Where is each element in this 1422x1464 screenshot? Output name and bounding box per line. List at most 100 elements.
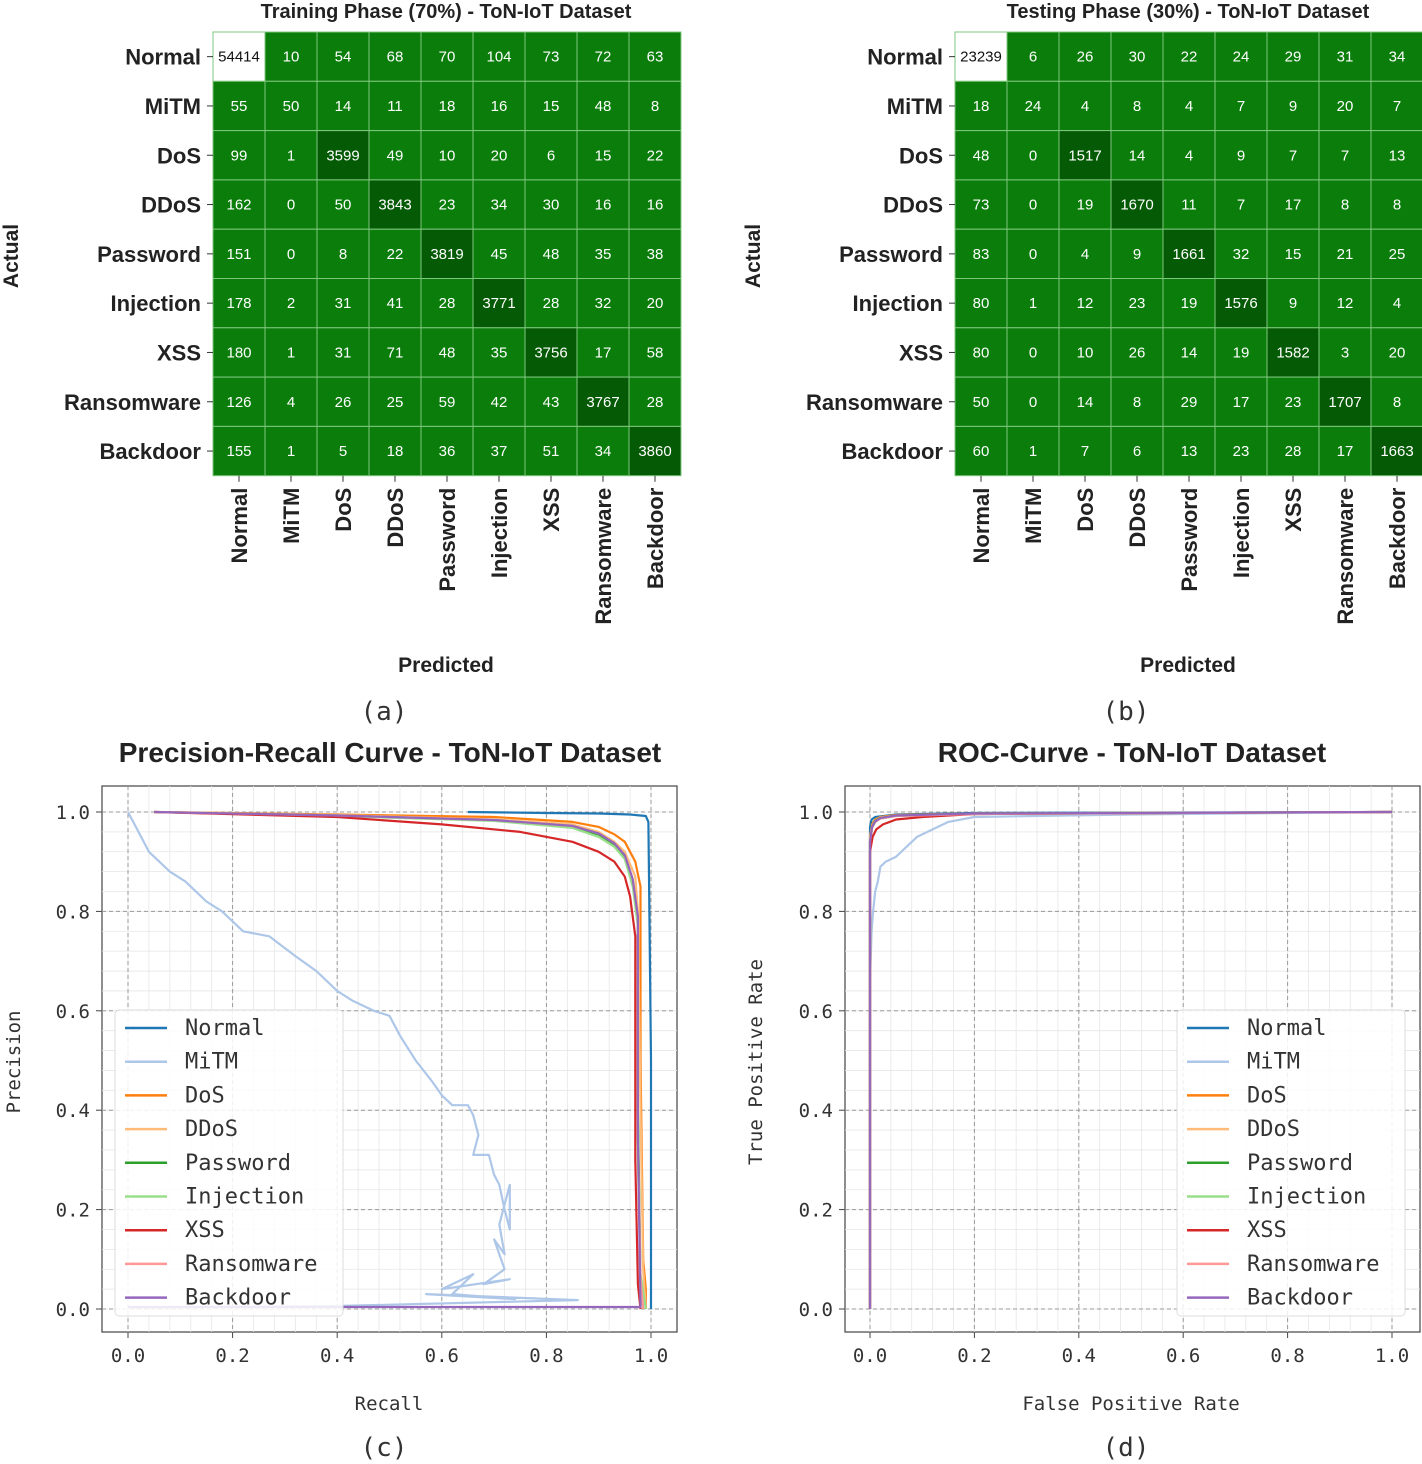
cell-value: 28	[543, 295, 560, 312]
cell-value: 32	[1233, 246, 1250, 263]
row-label-backdoor: Backdoor	[842, 439, 944, 464]
cell-ddos-ddos	[368, 179, 422, 230]
cell-value: 3	[1341, 344, 1349, 361]
pr-xlabel: Recall	[355, 1393, 424, 1415]
cell-value: 16	[647, 197, 664, 214]
cell-backdoor-injection	[472, 425, 526, 477]
cell-value: 1517	[1068, 147, 1101, 164]
cell-value: 5	[339, 443, 347, 460]
cell-value: 11	[387, 98, 403, 115]
column-label-backdoor: Backdoor	[643, 487, 668, 589]
cell-value: 31	[335, 344, 352, 361]
column-label-password: Password	[435, 488, 460, 592]
legend-label-backdoor: Backdoor	[185, 1286, 291, 1311]
cell-value: 83	[973, 246, 990, 263]
cell-dos-password	[420, 130, 474, 181]
testing-confusion-matrix: Testing Phase (30%) - ToN-IoT Dataset 23…	[742, 1, 1422, 727]
cell-value: 28	[1285, 443, 1302, 460]
cell-mitm-backdoor	[1370, 80, 1422, 132]
column-label-password: Password	[1177, 488, 1202, 592]
cell-value: 22	[647, 147, 664, 164]
cell-value: 8	[1341, 197, 1349, 214]
precision-recall-chart: Precision-Recall Curve - ToN-IoT Dataset…	[3, 737, 678, 1463]
cell-password-xss	[524, 228, 578, 279]
row-label-password: Password	[839, 242, 943, 267]
pr-title: Precision-Recall Curve - ToN-IoT Dataset	[119, 737, 662, 768]
cell-backdoor-normal	[212, 425, 266, 477]
cell-value: 26	[1077, 49, 1094, 66]
cell-value: 30	[1129, 49, 1146, 66]
x-tick-label: 0.8	[1270, 1345, 1304, 1367]
roc-panel-label: (d)	[1103, 1433, 1150, 1463]
cell-ddos-mitm	[264, 179, 318, 230]
x-tick-label: 1.0	[1375, 1345, 1409, 1367]
cell-value: 11	[1181, 197, 1197, 214]
column-label-ransomware: Ransomware	[591, 488, 616, 625]
cell-value: 7	[1341, 147, 1349, 164]
row-label-ddos: DDoS	[883, 193, 943, 218]
cell-injection-dos	[316, 278, 370, 329]
cell-value: 71	[387, 344, 404, 361]
cell-value: 1670	[1120, 197, 1153, 214]
cell-value: 1582	[1276, 344, 1309, 361]
series-line-normal	[467, 810, 653, 1309]
cell-value: 17	[595, 344, 612, 361]
legend-box	[114, 1009, 344, 1317]
cell-value: 14	[1077, 394, 1094, 411]
cell-value: 9	[1133, 246, 1141, 263]
cell-backdoor-dos	[316, 425, 370, 477]
cell-ddos-backdoor	[628, 179, 682, 230]
cell-password-normal	[212, 228, 266, 279]
column-label-dos: DoS	[1073, 488, 1098, 532]
cell-value: 16	[491, 98, 508, 115]
cell-value: 9	[1237, 147, 1245, 164]
cell-value: 162	[226, 197, 251, 214]
cell-value: 13	[1389, 147, 1406, 164]
cell-mitm-ransomware	[1318, 80, 1372, 132]
legend-label-ransomware: Ransomware	[1247, 1252, 1379, 1277]
cell-value: 10	[439, 147, 456, 164]
cell-value: 17	[1337, 443, 1354, 460]
cell-mitm-xss	[1266, 80, 1320, 132]
cell-value: 48	[595, 98, 612, 115]
roc-plot-area: 0.0 0.2 0.4 0.6 0.8 1.0 0.0 0.2 0.4 0.6 0.8 1.0 Norm…	[799, 785, 1421, 1367]
cell-xss-injection	[1214, 327, 1268, 378]
legend-label-password: Password	[1247, 1151, 1353, 1176]
cell-mitm-mitm	[1006, 80, 1060, 132]
cell-value: 18	[387, 443, 404, 460]
cell-backdoor-injection	[1214, 425, 1268, 477]
cell-value: 28	[439, 295, 456, 312]
cell-value: 80	[973, 295, 990, 312]
cell-ddos-ransomware	[1318, 179, 1372, 230]
cell-value: 17	[1233, 394, 1250, 411]
legend-label-dos: DoS	[1247, 1083, 1287, 1108]
legend-label-xss: XSS	[1247, 1218, 1287, 1243]
cell-value: 4	[1081, 98, 1089, 115]
cell-value: 4	[1185, 98, 1193, 115]
cm-b-row-labels: Normal MiTM DoS DDoS Password Injection XSS Ran…	[806, 45, 955, 464]
cell-value: 31	[1337, 49, 1354, 66]
cm-b-title: Testing Phase (30%) - ToN-IoT Dataset	[1007, 1, 1370, 23]
cell-password-password	[1162, 228, 1216, 279]
cell-value: 15	[543, 98, 560, 115]
cell-value: 54	[335, 49, 352, 66]
training-confusion-matrix: Training Phase (70%) - ToN-IoT Dataset 5…	[0, 1, 682, 727]
cell-ransomware-xss	[1266, 376, 1320, 427]
cell-value: 3860	[638, 443, 671, 460]
cell-value: 0	[1029, 147, 1037, 164]
cm-a-title: Training Phase (70%) - ToN-IoT Dataset	[261, 1, 632, 23]
cell-value: 0	[1029, 394, 1037, 411]
cell-value: 68	[387, 49, 404, 66]
cell-value: 48	[973, 147, 990, 164]
cell-backdoor-backdoor	[628, 425, 682, 477]
cell-value: 15	[595, 147, 612, 164]
series-line-mitm	[868, 810, 1393, 1309]
legend-label-dos: DoS	[185, 1083, 225, 1108]
y-tick-label: 1.0	[799, 802, 833, 824]
row-label-dos: DoS	[157, 143, 201, 168]
cell-value: 20	[1337, 98, 1354, 115]
cell-value: 42	[491, 394, 508, 411]
cm-b-column-labels: Normal MiTM DoS DDoS Password Injection XSS Ran…	[969, 475, 1410, 625]
cell-value: 8	[1393, 394, 1401, 411]
